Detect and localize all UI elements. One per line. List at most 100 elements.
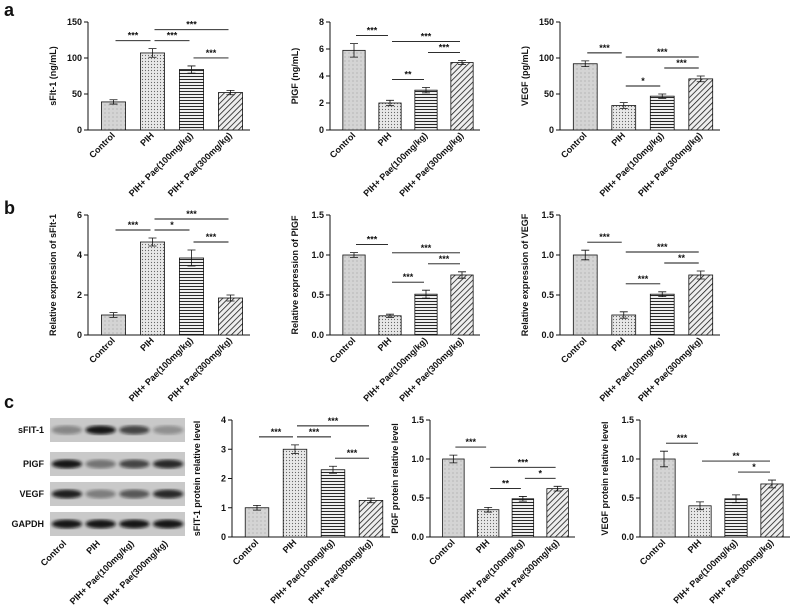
bar (342, 49, 366, 131)
error-bar (696, 270, 705, 280)
blot-category-label: PIH (84, 538, 102, 556)
y-axis-label: Relative expression of sFlt-1 (48, 214, 58, 336)
y-tick-label: 3 (221, 444, 226, 454)
bar (572, 254, 598, 336)
y-tick-label: 0.0 (411, 532, 424, 542)
blot-row-label: sFIT-1 (18, 425, 44, 435)
y-tick-label: 0 (549, 125, 554, 135)
bar (378, 315, 402, 336)
x-tick-label: PIH+ Pae(300mg/kg) (707, 537, 775, 605)
x-tick-label: PIH (609, 335, 627, 353)
x-tick-label: Control (328, 335, 358, 365)
significance-label: *** (186, 20, 197, 30)
error-bar (148, 48, 157, 58)
bar (649, 95, 675, 131)
x-tick-label: PIH+ Pae(100mg/kg) (361, 130, 429, 198)
y-axis-label: PIGF protein relative level (390, 423, 400, 534)
error-bar (329, 465, 337, 474)
significance-label: *** (465, 437, 476, 447)
x-tick-label: Control (87, 335, 117, 365)
error-bar (109, 99, 118, 105)
x-tick-label: PIH (281, 537, 299, 555)
error-bar (458, 271, 466, 279)
significance-label: * (538, 468, 542, 478)
blot-band (51, 489, 83, 499)
bar (724, 498, 748, 538)
significance-label: * (752, 462, 756, 472)
bar (101, 101, 126, 131)
y-tick-label: 150 (67, 17, 82, 27)
bar (688, 78, 714, 131)
significance-label: *** (518, 457, 529, 467)
y-tick-label: 0.5 (411, 493, 424, 503)
bar (546, 488, 569, 538)
y-axis-label: VEGF protein relative level (600, 421, 610, 535)
significance-label: *** (421, 243, 432, 253)
blot-band (119, 425, 150, 435)
error-bar (386, 313, 394, 318)
x-tick-label: PIH+ Pae(300mg/kg) (636, 335, 704, 403)
blot-category-label: Control (39, 538, 69, 568)
error-bar (350, 252, 358, 258)
error-bar (553, 485, 562, 492)
y-tick-label: 0 (77, 330, 82, 340)
x-tick-label: PIH+ Pae(100mg/kg) (127, 335, 195, 403)
blot-band (85, 519, 116, 529)
y-tick-label: 0 (319, 125, 324, 135)
x-tick-label: PIH+ Pae(100mg/kg) (598, 130, 666, 198)
y-tick-label: 0.5 (311, 290, 324, 300)
bar (358, 500, 384, 538)
y-tick-label: 2 (221, 474, 226, 484)
significance-label: *** (421, 31, 432, 41)
y-tick-label: 6 (77, 210, 82, 220)
blot-band (51, 519, 83, 529)
x-tick-label: Control (638, 537, 668, 567)
significance-label: *** (677, 433, 688, 443)
y-tick-label: 1.0 (621, 454, 634, 464)
significance-label: *** (367, 26, 378, 36)
error-bar (619, 311, 628, 319)
blot-band (85, 459, 116, 469)
blot-row-label: VEGF (19, 489, 44, 499)
significance-label: * (170, 220, 174, 230)
error-bar (226, 294, 235, 302)
significance-label: *** (128, 220, 139, 230)
x-tick-label: PIH (609, 130, 627, 148)
x-tick-label: PIH (138, 335, 156, 353)
blot-band (152, 425, 184, 435)
error-bar (291, 444, 299, 455)
y-tick-label: 50 (72, 89, 82, 99)
x-tick-label: PIH+ Pae(300mg/kg) (306, 537, 374, 605)
y-tick-label: 2 (319, 98, 324, 108)
x-tick-label: PIH (474, 537, 492, 555)
bar (688, 505, 712, 538)
significance-label: ** (404, 69, 412, 79)
y-tick-label: 1.0 (541, 250, 554, 260)
error-bar (660, 450, 668, 468)
bar (218, 92, 243, 131)
significance-label: *** (599, 43, 610, 53)
bar (572, 63, 598, 131)
error-bar (732, 494, 740, 504)
y-tick-label: 6 (319, 44, 324, 54)
bar (414, 89, 438, 131)
y-tick-label: 100 (67, 53, 82, 63)
bar (282, 448, 308, 538)
significance-label: *** (439, 42, 450, 52)
significance-label: *** (206, 48, 217, 58)
significance-label: *** (638, 274, 649, 284)
panel-label: c (4, 392, 14, 412)
y-tick-label: 2 (77, 290, 82, 300)
bar (244, 507, 270, 538)
x-tick-label: PIH+ Pae(300mg/kg) (397, 130, 465, 198)
blot-band (152, 459, 184, 469)
blot-category-label: PIH+ Pae(100mg/kg) (68, 538, 136, 606)
significance-label: * (641, 76, 645, 86)
bar (611, 105, 637, 131)
error-bar (696, 501, 704, 511)
blot-band (51, 459, 83, 469)
significance-label: *** (439, 254, 450, 264)
significance-label: *** (309, 427, 320, 437)
bar (760, 483, 784, 538)
y-tick-label: 1.5 (311, 210, 324, 220)
